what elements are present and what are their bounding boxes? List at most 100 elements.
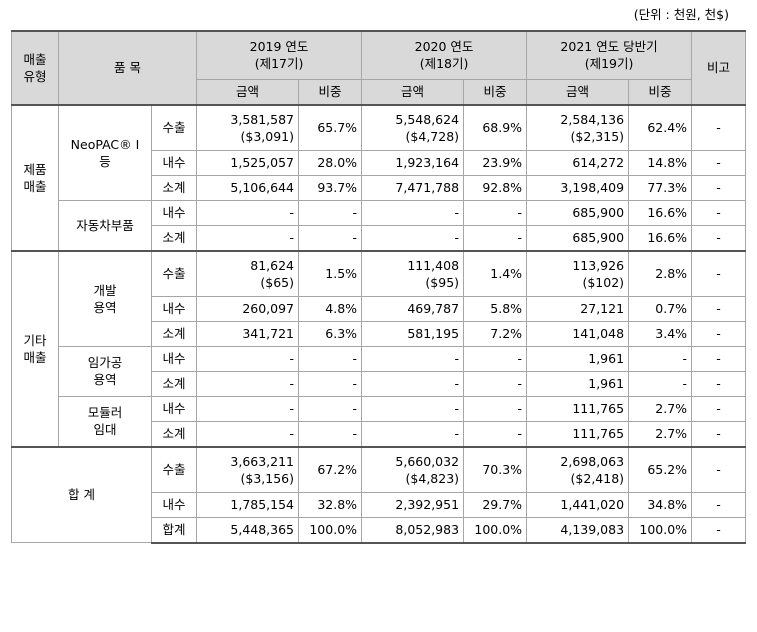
amount-cell: - — [196, 395, 300, 422]
amount-cell: 5,448,365 — [196, 516, 300, 544]
kind-export: 수출 — [150, 249, 198, 297]
ratio-cell: 23.9% — [463, 149, 528, 176]
ratio-cell: - — [463, 395, 528, 422]
kind-domestic: 내수 — [150, 345, 198, 372]
ratio-cell: 16.6% — [628, 199, 693, 226]
item-contract-mfg: 임가공 용역 — [58, 345, 152, 397]
table-row: 소계 - - - -685,900 16.6% - — [12, 224, 747, 251]
kind-subtotal: 소계 — [150, 370, 198, 397]
table-row: 자동차부품 내수 - - - -685,900 16.6% - — [12, 199, 747, 251]
amount-cell: 111,765 — [526, 420, 630, 447]
kind-domestic: 내수 — [150, 199, 198, 226]
amount-cell: 7,471,788 — [361, 174, 465, 201]
amount-cell: 469,787 — [361, 295, 465, 322]
ratio-cell: 62.4% — [628, 103, 693, 151]
ratio-cell: - — [298, 395, 363, 422]
remark-cell: - — [691, 370, 747, 397]
ratio-cell: 32.8% — [298, 491, 363, 518]
ratio-cell: - — [298, 370, 363, 397]
amount-cell: 81,624 ($65) — [196, 249, 300, 297]
header-amount: 금액 — [361, 78, 465, 105]
remark-cell: - — [691, 249, 747, 297]
amount-cell: 5,548,624 ($4,728) — [361, 103, 465, 151]
amount-cell: 27,121 — [526, 295, 630, 322]
kind-export: 수출 — [150, 445, 198, 493]
amount-cell: 2,584,136 ($2,315) — [526, 103, 630, 151]
amount-cell: 111,765 — [526, 395, 630, 422]
remark-cell: - — [691, 320, 747, 347]
ratio-cell: 4.8% — [298, 295, 363, 322]
ratio-cell: - — [463, 345, 528, 372]
remark-cell: - — [691, 295, 747, 322]
amount-cell: 3,198,409 — [526, 174, 630, 201]
ratio-cell: 77.3% — [628, 174, 693, 201]
ratio-cell: 93.7% — [298, 174, 363, 201]
header-period-2021: 2021 연도 당반기 (제19기) — [526, 30, 693, 80]
ratio-cell: - — [463, 420, 528, 447]
amount-cell: 3,581,587 ($3,091) — [196, 103, 300, 151]
remark-cell: - — [691, 445, 747, 493]
amount-cell: 685,900 — [526, 224, 630, 251]
ratio-cell: - — [298, 199, 363, 226]
table-row: 임가공 용역 내수 - - - -1,961- - — [12, 345, 747, 397]
ratio-cell: - — [628, 345, 693, 372]
ratio-cell: 28.0% — [298, 149, 363, 176]
ratio-cell: 92.8% — [463, 174, 528, 201]
kind-subtotal: 소계 — [150, 320, 198, 347]
ratio-cell: - — [628, 370, 693, 397]
amount-cell: 1,525,057 — [196, 149, 300, 176]
ratio-cell: 0.7% — [628, 295, 693, 322]
amount-cell: 614,272 — [526, 149, 630, 176]
ratio-cell: - — [298, 345, 363, 372]
amount-cell: - — [361, 370, 465, 397]
table-row: 기타 매출 개발 용역 수출 81,624 ($65) 1.5% 111,408 ($95) 1.4… — [11, 249, 747, 447]
table-row: 내수 1,785,154 32.8% 2,392,951 29.7% 1,441,020 3… — [12, 491, 747, 518]
ratio-cell: 34.8% — [628, 491, 693, 518]
remark-cell: - — [691, 491, 747, 518]
header-period-2019: 2019 연도 (제17기) — [196, 30, 363, 80]
ratio-cell: - — [463, 224, 528, 251]
table-row: 내수 1,525,057 28.0% 1,923,164 23.9% 614,272 14.… — [12, 149, 747, 176]
ratio-cell: 7.2% — [463, 320, 528, 347]
amount-cell: 2,392,951 — [361, 491, 465, 518]
group-product-sales: 제품 매출 — [11, 103, 59, 251]
amount-cell: 1,785,154 — [196, 491, 300, 518]
amount-cell: 1,441,020 — [526, 491, 630, 518]
amount-cell: - — [361, 420, 465, 447]
ratio-cell: - — [463, 370, 528, 397]
ratio-cell: 67.2% — [298, 445, 363, 493]
header-amount: 금액 — [196, 78, 300, 105]
kind-domestic: 내수 — [150, 295, 198, 322]
amount-cell: - — [196, 345, 300, 372]
amount-cell: 1,923,164 — [361, 149, 465, 176]
kind-domestic: 내수 — [150, 149, 198, 176]
kind-subtotal: 소계 — [150, 420, 198, 447]
amount-cell: - — [196, 370, 300, 397]
remark-cell: - — [691, 103, 747, 151]
kind-total: 합계 — [150, 516, 198, 544]
ratio-cell: 68.9% — [463, 103, 528, 151]
amount-cell: 581,195 — [361, 320, 465, 347]
remark-cell: - — [691, 420, 747, 447]
group-total: 합 계 — [11, 445, 152, 543]
ratio-cell: 29.7% — [463, 491, 528, 518]
header-ratio: 비중 — [298, 78, 363, 105]
amount-cell: - — [196, 420, 300, 447]
ratio-cell: 100.0% — [628, 516, 693, 544]
amount-cell: 341,721 — [196, 320, 300, 347]
item-mold-rental: 모듈러 임대 — [58, 395, 152, 447]
remark-cell: - — [691, 516, 747, 544]
amount-cell: 113,926 ($102) — [526, 249, 630, 297]
amount-cell: 141,048 — [526, 320, 630, 347]
ratio-cell: 70.3% — [463, 445, 528, 493]
kind-domestic: 내수 — [150, 395, 198, 422]
header-item: 품 목 — [57, 30, 198, 105]
amount-cell: 2,698,063 ($2,418) — [526, 445, 630, 493]
ratio-cell: 1.4% — [463, 249, 528, 297]
amount-cell: 8,052,983 — [361, 516, 465, 544]
ratio-cell: 5.8% — [463, 295, 528, 322]
amount-cell: 3,663,211 ($3,156) — [196, 445, 300, 493]
table-row: 합계 5,448,365 100.0% 8,052,983 100.0% 4,139,08… — [12, 516, 747, 544]
remark-cell: - — [691, 224, 747, 251]
